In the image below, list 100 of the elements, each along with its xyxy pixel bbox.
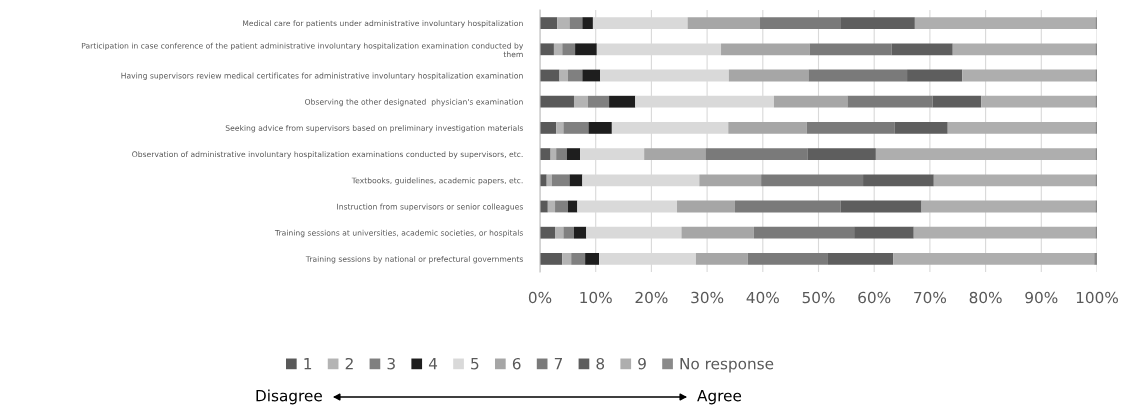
bar (687, 17, 761, 29)
bar (555, 200, 568, 213)
bar (555, 226, 564, 239)
bar (907, 69, 963, 82)
bar (540, 17, 558, 29)
bar (559, 69, 568, 82)
bar (556, 148, 567, 160)
bar (847, 95, 933, 108)
bar (681, 226, 754, 239)
legend-label: 2 (345, 357, 353, 370)
legend-label: 7 (554, 358, 563, 370)
bar (563, 226, 574, 239)
bar (932, 95, 982, 108)
bar (914, 17, 1096, 29)
bar (573, 226, 587, 239)
x-tick-label: 20% (635, 291, 668, 304)
bar (677, 200, 735, 213)
bar (557, 17, 570, 29)
bar (1094, 253, 1097, 265)
legend-label: 3 (387, 357, 395, 370)
bar (582, 17, 593, 29)
bar (566, 148, 581, 160)
bar (609, 95, 636, 108)
legend-label: 6 (512, 357, 521, 370)
x-tick-label: 70% (914, 291, 947, 304)
x-tick-label: 30% (691, 291, 724, 304)
bar (747, 253, 828, 265)
bar (540, 253, 563, 265)
bar (585, 253, 600, 265)
bar (721, 43, 810, 56)
bar (807, 148, 876, 160)
bar (562, 43, 576, 56)
text: Disagree (256, 389, 322, 405)
bar (575, 43, 597, 56)
bar (761, 174, 864, 187)
x-tick-label: 40% (746, 291, 779, 304)
bar (553, 43, 563, 56)
x-tick-label: 0% (528, 291, 552, 304)
bar (562, 253, 572, 265)
bar (894, 122, 948, 134)
legend-label: No response (680, 358, 774, 373)
bar (840, 200, 922, 213)
bar (582, 69, 601, 82)
bar (952, 43, 1096, 56)
bar (875, 148, 1096, 160)
bar (556, 122, 564, 134)
x-tick-label: 50% (802, 291, 835, 304)
legend-label: 8 (596, 357, 605, 370)
bar (827, 253, 894, 265)
bar (644, 148, 706, 160)
bar (587, 95, 610, 108)
bar (728, 69, 809, 82)
bar (540, 226, 556, 239)
bar (705, 148, 808, 160)
legend-label: 9 (638, 357, 646, 370)
bar (547, 200, 556, 213)
bar (913, 226, 1096, 239)
bar (569, 17, 583, 29)
text: Agree (697, 390, 742, 405)
bar (551, 174, 570, 187)
bar (806, 122, 895, 134)
bar (546, 174, 552, 187)
bar (921, 200, 1096, 213)
legend-label: 1 (304, 358, 312, 370)
bar (773, 95, 848, 108)
bar (540, 122, 557, 134)
legend-label: 4 (428, 358, 438, 370)
bar (540, 148, 551, 160)
bar (863, 174, 934, 187)
bar (891, 43, 953, 56)
bar (933, 174, 1096, 187)
bar (540, 43, 554, 56)
bar (962, 69, 1096, 82)
x-tick-label: 90% (1025, 291, 1058, 304)
bar (567, 69, 583, 82)
x-tick-label: 100% (1076, 291, 1118, 304)
bar (540, 95, 574, 108)
bar (734, 200, 841, 213)
bar (571, 253, 586, 265)
bar (854, 226, 914, 239)
bar (540, 174, 547, 187)
bar (947, 122, 1096, 134)
bar (753, 226, 855, 239)
bar (809, 43, 892, 56)
bar (588, 122, 612, 134)
bar (760, 17, 841, 29)
bar (981, 95, 1096, 108)
x-tick-label: 10% (580, 291, 612, 304)
bar (573, 95, 588, 108)
bar (563, 122, 589, 134)
bar (569, 174, 583, 187)
bar (840, 17, 915, 29)
x-tick-label: 60% (858, 291, 891, 304)
bar (550, 148, 557, 160)
legend-label: 5 (471, 358, 479, 370)
bar (699, 174, 762, 187)
x-tick-label: 80% (969, 291, 1002, 304)
bar (808, 69, 908, 82)
bar (728, 122, 807, 134)
bar (893, 253, 1095, 265)
